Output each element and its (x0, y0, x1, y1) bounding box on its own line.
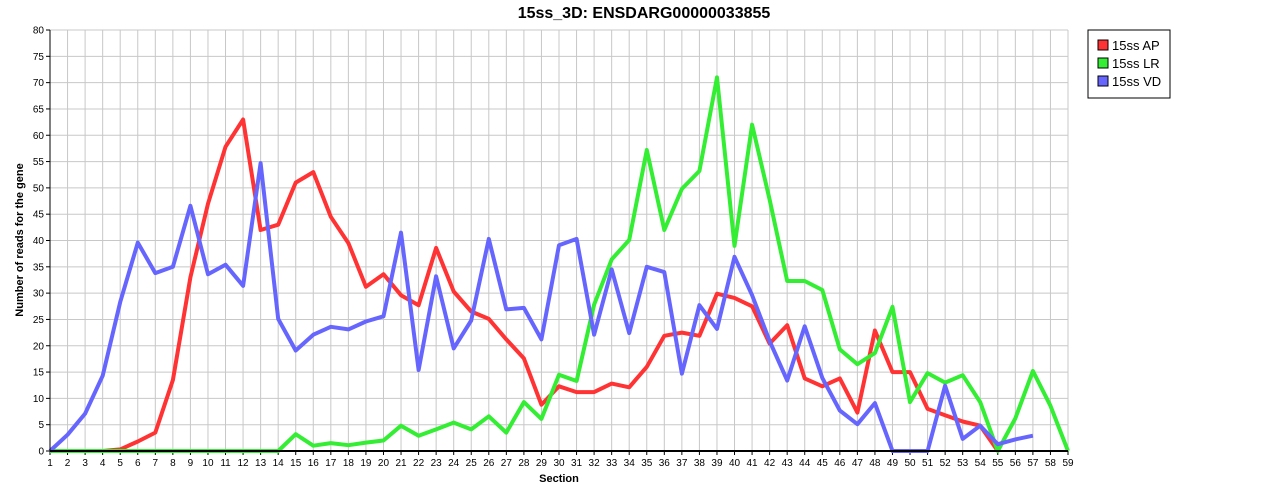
x-tick-label: 58 (1045, 458, 1057, 469)
x-axis-label: Section (539, 473, 579, 485)
x-tick-label: 19 (360, 458, 372, 469)
x-tick-label: 36 (659, 458, 671, 469)
y-tick-label: 80 (33, 26, 45, 37)
y-axis-label: Number of reads for the gene (14, 163, 26, 316)
x-tick-label: 40 (729, 458, 741, 469)
y-tick-label: 15 (33, 368, 45, 379)
y-tick-label: 30 (33, 289, 45, 300)
x-tick-label: 10 (202, 458, 214, 469)
y-tick-label: 55 (33, 157, 45, 168)
x-tick-label: 37 (676, 458, 688, 469)
x-tick-label: 29 (536, 458, 548, 469)
x-tick-label: 57 (1027, 458, 1039, 469)
x-tick-label: 22 (413, 458, 425, 469)
x-tick-label: 46 (834, 458, 846, 469)
x-tick-label: 24 (448, 458, 460, 469)
x-tick-label: 50 (904, 458, 916, 469)
x-tick-label: 17 (325, 458, 337, 469)
x-tick-label: 14 (273, 458, 285, 469)
x-tick-label: 47 (852, 458, 864, 469)
x-tick-label: 18 (343, 458, 355, 469)
y-tick-label: 65 (33, 104, 45, 115)
x-tick-label: 33 (606, 458, 618, 469)
x-tick-label: 12 (238, 458, 250, 469)
x-tick-label: 49 (887, 458, 899, 469)
x-tick-label: 3 (82, 458, 88, 469)
grid-lines (49, 29, 1069, 452)
x-tick-label: 35 (641, 458, 653, 469)
x-tick-label: 55 (992, 458, 1004, 469)
legend: 15ss AP 15ss LR 15ss VD (1087, 29, 1171, 99)
y-axis-ticks: 0 5 10 15 20 25 30 35 40 45 50 55 60 65 70 75 80 (33, 26, 50, 458)
legend-label: 15ss VD (1112, 74, 1161, 89)
x-tick-label: 20 (378, 458, 390, 469)
x-tick-label: 2 (65, 458, 71, 469)
legend-swatch (1097, 75, 1109, 87)
y-tick-label: 75 (33, 52, 45, 63)
y-tick-label: 5 (38, 420, 44, 431)
x-tick-label: 41 (747, 458, 759, 469)
x-tick-label: 8 (170, 458, 176, 469)
x-tick-label: 5 (117, 458, 123, 469)
y-tick-label: 25 (33, 315, 45, 326)
legend-swatch (1097, 57, 1109, 69)
x-tick-label: 56 (1010, 458, 1022, 469)
chart-title: 15ss_3D: ENSDARG00000033855 (518, 5, 771, 22)
x-tick-label: 6 (135, 458, 141, 469)
x-tick-label: 59 (1062, 458, 1074, 469)
x-tick-label: 53 (957, 458, 969, 469)
x-axis-ticks: 1 2 3 4 5 6 7 8 9 10 11 12 13 14 15 16 17 18 19 20 21 22 23 24 2… (47, 451, 1074, 469)
legend-swatch (1097, 39, 1109, 51)
x-tick-label: 25 (466, 458, 478, 469)
x-tick-label: 1 (47, 458, 53, 469)
x-tick-label: 11 (220, 458, 231, 469)
x-tick-label: 31 (571, 458, 583, 469)
x-tick-label: 42 (764, 458, 776, 469)
x-tick-label: 48 (869, 458, 881, 469)
x-tick-label: 45 (817, 458, 829, 469)
x-tick-label: 13 (255, 458, 267, 469)
x-tick-label: 23 (431, 458, 443, 469)
y-tick-label: 20 (33, 341, 45, 352)
x-tick-label: 39 (711, 458, 723, 469)
y-tick-label: 45 (33, 210, 45, 221)
y-tick-label: 60 (33, 131, 45, 142)
x-tick-label: 15 (290, 458, 302, 469)
legend-label: 15ss AP (1112, 38, 1160, 53)
x-tick-label: 27 (501, 458, 513, 469)
x-tick-label: 44 (799, 458, 811, 469)
x-tick-label: 51 (922, 458, 934, 469)
y-tick-label: 50 (33, 183, 45, 194)
x-tick-label: 26 (483, 458, 495, 469)
y-tick-label: 40 (33, 236, 45, 247)
series-line-3 (48, 161, 1034, 453)
y-tick-label: 10 (33, 394, 45, 405)
x-tick-label: 9 (188, 458, 194, 469)
x-tick-label: 16 (308, 458, 320, 469)
x-tick-label: 43 (782, 458, 794, 469)
x-tick-label: 28 (518, 458, 530, 469)
x-tick-label: 54 (975, 458, 987, 469)
legend-label: 15ss LR (1112, 56, 1160, 71)
x-tick-label: 32 (589, 458, 601, 469)
x-tick-label: 38 (694, 458, 706, 469)
x-tick-label: 7 (153, 458, 159, 469)
y-tick-label: 35 (33, 262, 45, 273)
x-tick-label: 30 (553, 458, 565, 469)
x-tick-label: 34 (624, 458, 636, 469)
x-tick-label: 4 (100, 458, 106, 469)
y-tick-label: 0 (38, 447, 44, 458)
x-tick-label: 52 (940, 458, 952, 469)
y-tick-label: 70 (33, 78, 45, 89)
series-line-1 (50, 117, 1000, 453)
x-tick-label: 21 (395, 458, 407, 469)
